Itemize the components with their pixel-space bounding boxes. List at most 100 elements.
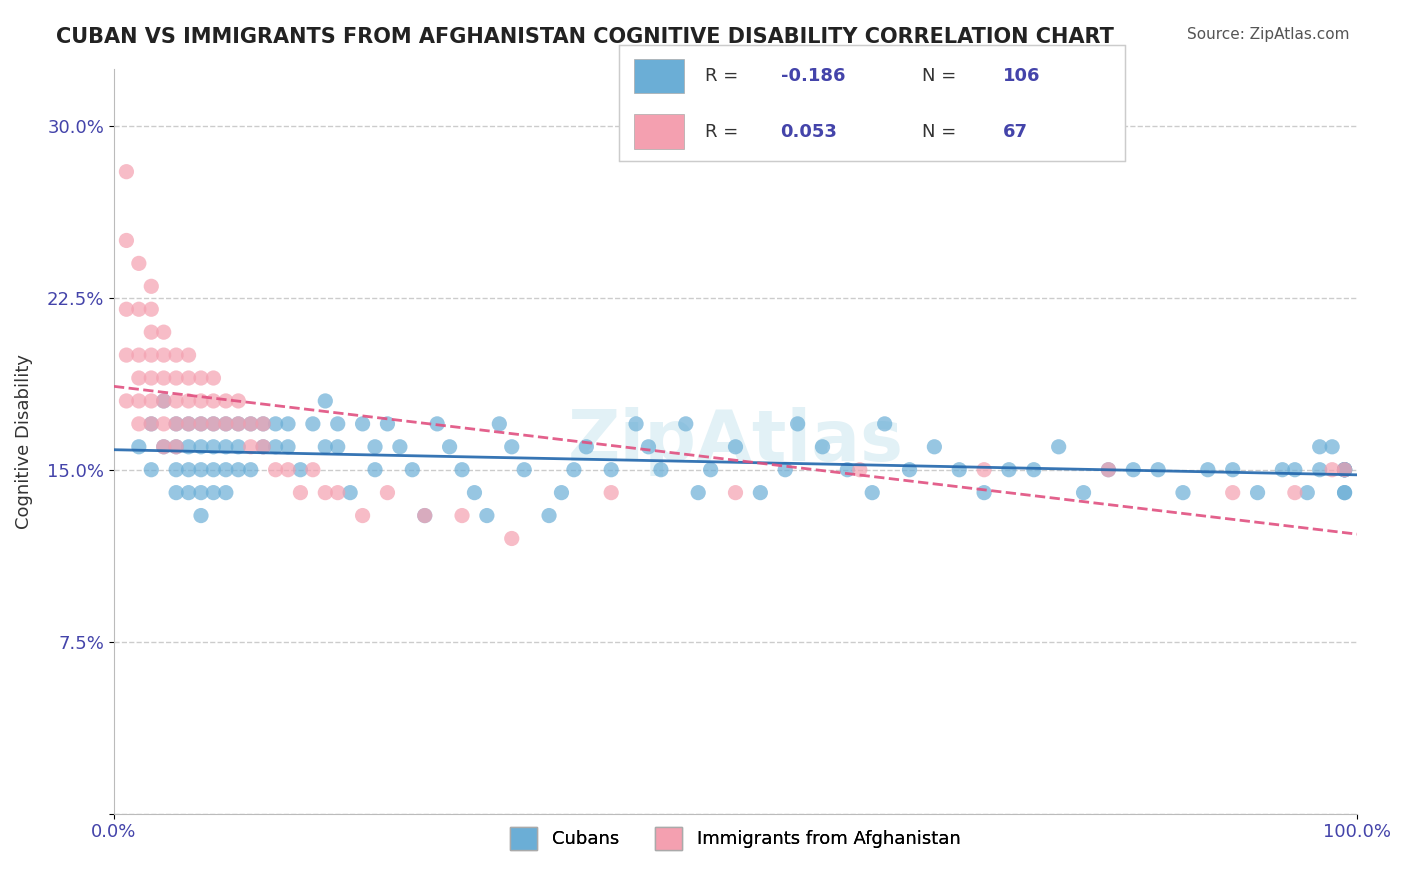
Y-axis label: Cognitive Disability: Cognitive Disability bbox=[15, 353, 32, 529]
Cubans bbox=[202, 485, 225, 500]
Immigrants from Afghanistan bbox=[115, 393, 138, 408]
Cubans bbox=[326, 440, 349, 454]
Cubans bbox=[264, 417, 287, 431]
Immigrants from Afghanistan bbox=[226, 417, 249, 431]
Cubans bbox=[252, 440, 274, 454]
Immigrants from Afghanistan bbox=[600, 485, 623, 500]
Immigrants from Afghanistan bbox=[165, 393, 187, 408]
Immigrants from Afghanistan bbox=[215, 393, 238, 408]
Cubans bbox=[202, 440, 225, 454]
Cubans bbox=[688, 485, 710, 500]
Cubans bbox=[575, 440, 598, 454]
Text: Source: ZipAtlas.com: Source: ZipAtlas.com bbox=[1187, 27, 1350, 42]
Immigrants from Afghanistan bbox=[141, 348, 163, 362]
Immigrants from Afghanistan bbox=[152, 371, 174, 385]
Immigrants from Afghanistan bbox=[252, 417, 274, 431]
Cubans bbox=[1296, 485, 1319, 500]
Cubans bbox=[215, 440, 238, 454]
Cubans bbox=[475, 508, 498, 523]
Cubans bbox=[202, 463, 225, 477]
Immigrants from Afghanistan bbox=[239, 440, 262, 454]
Immigrants from Afghanistan bbox=[128, 393, 150, 408]
Cubans bbox=[314, 440, 336, 454]
Immigrants from Afghanistan bbox=[152, 417, 174, 431]
Cubans bbox=[190, 440, 212, 454]
Cubans bbox=[1197, 463, 1219, 477]
Immigrants from Afghanistan bbox=[377, 485, 399, 500]
Cubans bbox=[364, 440, 387, 454]
Cubans bbox=[1333, 463, 1355, 477]
Cubans bbox=[152, 393, 174, 408]
Immigrants from Afghanistan bbox=[1284, 485, 1306, 500]
Cubans bbox=[948, 463, 970, 477]
Cubans bbox=[215, 485, 238, 500]
Cubans bbox=[463, 485, 485, 500]
Cubans bbox=[624, 417, 647, 431]
Immigrants from Afghanistan bbox=[1222, 485, 1244, 500]
Cubans bbox=[190, 463, 212, 477]
Immigrants from Afghanistan bbox=[226, 393, 249, 408]
Cubans bbox=[773, 463, 796, 477]
FancyBboxPatch shape bbox=[634, 114, 685, 149]
Cubans bbox=[388, 440, 411, 454]
Cubans bbox=[1171, 485, 1194, 500]
Immigrants from Afghanistan bbox=[177, 371, 200, 385]
Cubans bbox=[1147, 463, 1170, 477]
Immigrants from Afghanistan bbox=[724, 485, 747, 500]
Immigrants from Afghanistan bbox=[252, 440, 274, 454]
Cubans bbox=[141, 417, 163, 431]
Immigrants from Afghanistan bbox=[239, 417, 262, 431]
Immigrants from Afghanistan bbox=[352, 508, 374, 523]
Immigrants from Afghanistan bbox=[177, 348, 200, 362]
Immigrants from Afghanistan bbox=[451, 508, 474, 523]
Cubans bbox=[364, 463, 387, 477]
Immigrants from Afghanistan bbox=[165, 348, 187, 362]
Cubans bbox=[264, 440, 287, 454]
Cubans bbox=[1309, 440, 1331, 454]
Cubans bbox=[226, 463, 249, 477]
Immigrants from Afghanistan bbox=[128, 256, 150, 270]
Cubans bbox=[675, 417, 697, 431]
Cubans bbox=[650, 463, 672, 477]
Cubans bbox=[177, 440, 200, 454]
Immigrants from Afghanistan bbox=[264, 463, 287, 477]
Cubans bbox=[1122, 463, 1144, 477]
Immigrants from Afghanistan bbox=[290, 485, 312, 500]
Cubans bbox=[562, 463, 585, 477]
Immigrants from Afghanistan bbox=[190, 371, 212, 385]
Cubans bbox=[277, 417, 299, 431]
Cubans bbox=[1022, 463, 1045, 477]
Cubans bbox=[252, 417, 274, 431]
Cubans bbox=[413, 508, 436, 523]
Cubans bbox=[1284, 463, 1306, 477]
Cubans bbox=[550, 485, 572, 500]
Immigrants from Afghanistan bbox=[202, 417, 225, 431]
Cubans bbox=[377, 417, 399, 431]
Cubans bbox=[177, 417, 200, 431]
Immigrants from Afghanistan bbox=[1320, 463, 1343, 477]
Immigrants from Afghanistan bbox=[141, 279, 163, 293]
Immigrants from Afghanistan bbox=[190, 417, 212, 431]
Immigrants from Afghanistan bbox=[165, 417, 187, 431]
Immigrants from Afghanistan bbox=[314, 485, 336, 500]
Immigrants from Afghanistan bbox=[973, 463, 995, 477]
Cubans bbox=[1333, 485, 1355, 500]
Text: N =: N = bbox=[922, 122, 956, 141]
Cubans bbox=[190, 508, 212, 523]
Immigrants from Afghanistan bbox=[141, 393, 163, 408]
Immigrants from Afghanistan bbox=[215, 417, 238, 431]
Cubans bbox=[215, 463, 238, 477]
Immigrants from Afghanistan bbox=[128, 371, 150, 385]
Cubans bbox=[326, 417, 349, 431]
Cubans bbox=[352, 417, 374, 431]
Cubans bbox=[600, 463, 623, 477]
Cubans bbox=[973, 485, 995, 500]
Cubans bbox=[314, 393, 336, 408]
Cubans bbox=[239, 417, 262, 431]
Cubans bbox=[501, 440, 523, 454]
Cubans bbox=[239, 463, 262, 477]
Cubans bbox=[837, 463, 859, 477]
Immigrants from Afghanistan bbox=[413, 508, 436, 523]
Immigrants from Afghanistan bbox=[128, 348, 150, 362]
Immigrants from Afghanistan bbox=[141, 371, 163, 385]
